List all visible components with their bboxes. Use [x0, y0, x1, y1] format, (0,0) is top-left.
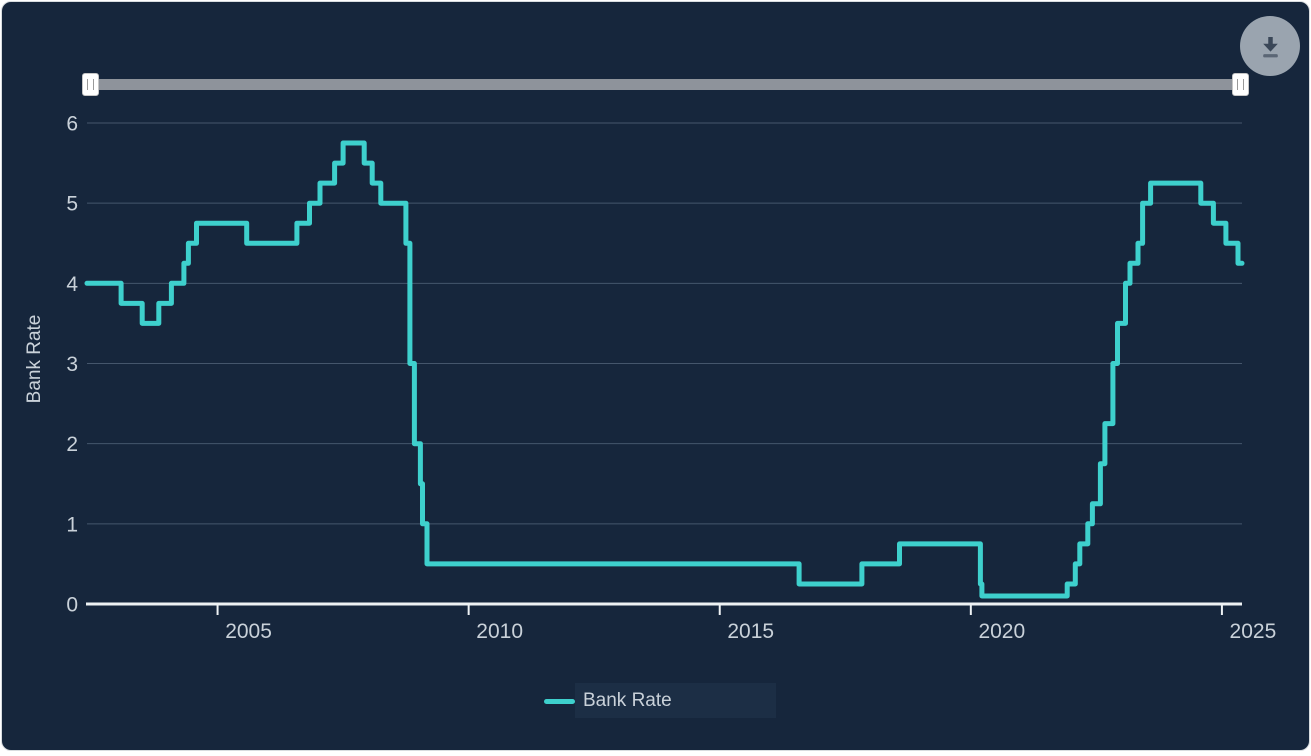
series-line[interactable]	[84, 140, 1245, 599]
legend-hover-highlight	[575, 683, 776, 718]
legend[interactable]: Bank Rate	[544, 690, 672, 712]
y-tick-label: 2	[66, 433, 78, 456]
y-tick-label: 4	[66, 273, 78, 296]
legend-label: Bank Rate	[583, 690, 672, 711]
x-tick-label: 2020	[978, 620, 1025, 643]
y-axis-title: Bank Rate	[24, 315, 45, 404]
legend-swatch	[544, 698, 575, 704]
x-tick-label: 2015	[727, 620, 774, 643]
x-tick-label: 2025	[1230, 620, 1277, 643]
drag-grip-icon	[87, 79, 94, 90]
y-tick-label: 0	[66, 594, 78, 617]
y-tick-label: 3	[66, 353, 78, 376]
x-tick-label: 2005	[225, 620, 272, 643]
range-slider-track[interactable]	[88, 79, 1248, 90]
y-tick-label: 6	[66, 113, 78, 136]
range-slider-right-handle[interactable]	[1232, 73, 1249, 96]
download-button[interactable]	[1240, 16, 1300, 76]
y-tick-label: 5	[66, 193, 78, 216]
download-icon	[1262, 36, 1278, 57]
drag-grip-icon	[1237, 79, 1244, 90]
x-tick-label: 2010	[476, 620, 523, 643]
range-slider-left-handle[interactable]	[82, 73, 99, 96]
y-tick-label: 1	[66, 513, 78, 536]
